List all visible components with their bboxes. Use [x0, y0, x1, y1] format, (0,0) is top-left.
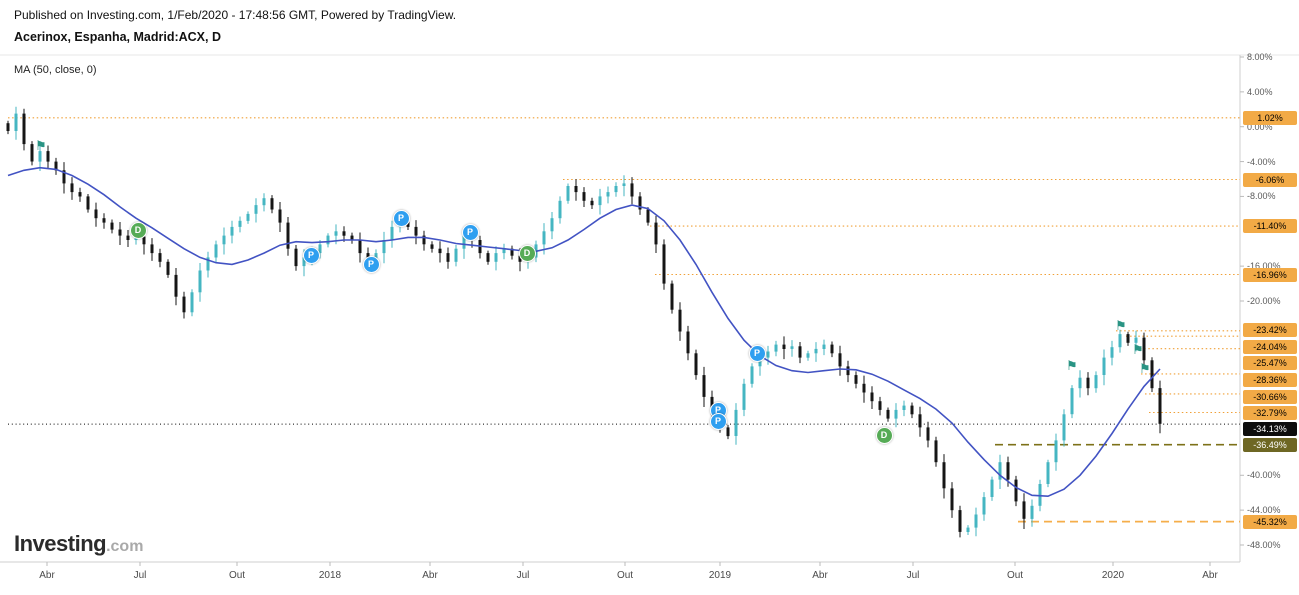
flag-icon: ⚑	[35, 138, 47, 153]
logo-text-suffix: .com	[106, 538, 144, 555]
price-level-badge: -24.04%	[1243, 340, 1297, 354]
x-axis-label: Jul	[133, 570, 147, 581]
y-axis-tick-label: -4.00%	[1247, 156, 1276, 167]
x-axis-label: Jul	[906, 570, 920, 581]
x-axis-label: 2018	[318, 570, 342, 581]
x-axis-label: Abr	[39, 570, 55, 581]
event-marker-p[interactable]: P	[709, 412, 727, 430]
event-marker-d[interactable]: D	[129, 221, 147, 239]
price-level-badge: -28.36%	[1243, 373, 1297, 387]
y-axis-tick-label: 8.00%	[1247, 52, 1273, 62]
y-axis-tick-label: 0.00%	[1247, 121, 1273, 132]
price-level-badge: -36.49%	[1243, 438, 1297, 452]
ma50-line	[7, 166, 1161, 498]
price-level-badge: -45.32%	[1243, 515, 1297, 529]
plot-borders	[0, 54, 1299, 566]
event-marker-p[interactable]: P	[748, 344, 766, 362]
candles-layer	[6, 106, 1162, 538]
x-axis-label: Jul	[516, 570, 530, 581]
y-axis-tick-label: -20.00%	[1247, 296, 1281, 306]
flag-icon: ⚑	[1132, 342, 1144, 357]
investing-logo: Investing.com	[14, 531, 143, 557]
price-level-badge: 1.02%	[1243, 111, 1297, 125]
ma-indicator-label: MA (50, close, 0)	[14, 64, 97, 76]
price-level-badge: -30.66%	[1243, 390, 1297, 404]
price-level-badge: -16.96%	[1243, 268, 1297, 282]
x-axis-label: Abr	[422, 570, 438, 581]
price-level-badge: -34.13%	[1243, 422, 1297, 436]
price-level-badge: -25.47%	[1243, 356, 1297, 370]
logo-text-main: Investing	[14, 531, 107, 556]
event-marker-d[interactable]: D	[518, 244, 536, 262]
flag-icon: ⚑	[1139, 361, 1151, 376]
price-level-badge: -6.06%	[1243, 173, 1297, 187]
price-level-badge: -11.40%	[1243, 219, 1297, 233]
published-line: Published on Investing.com, 1/Feb/2020 -…	[14, 8, 457, 22]
x-axis-label: Out	[616, 570, 634, 581]
event-marker-p[interactable]: P	[461, 223, 479, 241]
event-marker-d[interactable]: D	[875, 426, 893, 444]
x-axis-label: Abr	[1202, 570, 1218, 581]
event-marker-p[interactable]: P	[302, 246, 320, 264]
x-axis-label: 2020	[1101, 570, 1125, 581]
price-level-badge: -23.42%	[1243, 323, 1297, 337]
price-level-badge: -32.79%	[1243, 406, 1297, 420]
y-axis-tick-label: -40.00%	[1247, 470, 1281, 481]
y-axis-tick-label: -44.00%	[1247, 505, 1281, 516]
y-axis-tick-label: -8.00%	[1247, 191, 1276, 202]
y-axis-tick-label: -48.00%	[1247, 540, 1281, 550]
y-axis-tick-label: -16.00%	[1247, 261, 1281, 272]
event-marker-p[interactable]: P	[392, 209, 410, 227]
flag-icon: ⚑	[1066, 358, 1078, 373]
x-axis-label: Abr	[812, 570, 828, 581]
flag-icon: ⚑	[1115, 318, 1127, 333]
x-axis-label: 2019	[708, 570, 732, 581]
x-axis-label: Out	[228, 570, 246, 581]
instrument-title: Acerinox, Espanha, Madrid:ACX, D	[14, 30, 221, 44]
x-axis-label: Out	[1006, 570, 1024, 581]
level-lines-layer	[8, 117, 1240, 523]
event-marker-p[interactable]: P	[362, 255, 380, 273]
y-axis-tick-label: 4.00%	[1247, 86, 1273, 97]
